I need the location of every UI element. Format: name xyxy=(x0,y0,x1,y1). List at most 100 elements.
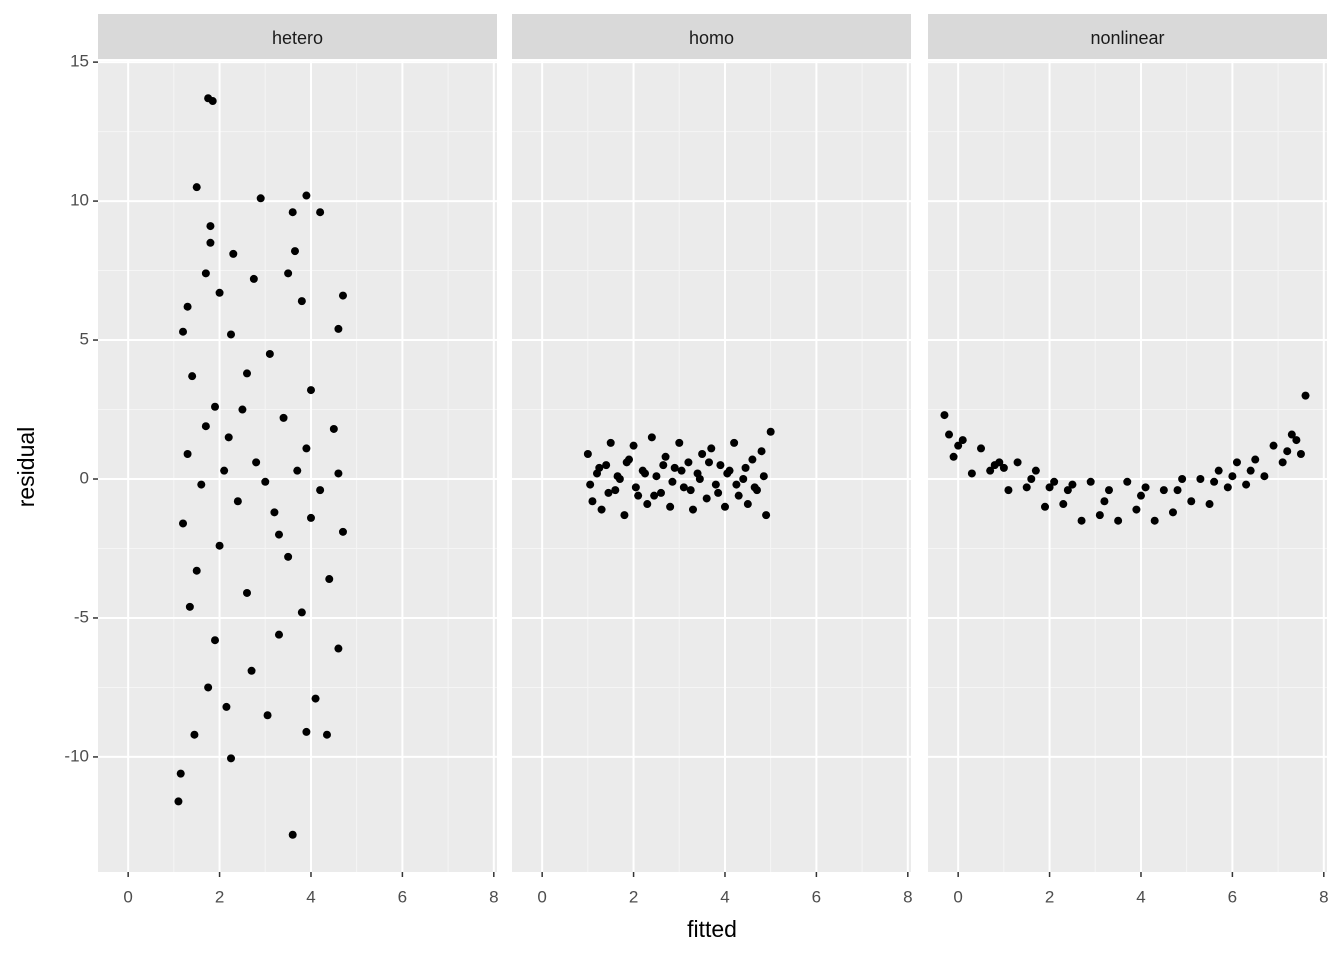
point xyxy=(586,480,595,489)
y-tick-label: 15 xyxy=(70,52,89,71)
point xyxy=(1269,441,1278,450)
point xyxy=(263,711,272,720)
point xyxy=(211,402,220,411)
point xyxy=(1041,502,1050,511)
point xyxy=(759,472,768,481)
point xyxy=(302,444,311,453)
point xyxy=(606,438,615,447)
point xyxy=(224,433,233,442)
x-tick-label: 2 xyxy=(215,887,224,906)
point xyxy=(242,588,251,597)
point xyxy=(1223,483,1232,492)
y-tick-label: 5 xyxy=(80,330,89,349)
point xyxy=(684,458,693,467)
point xyxy=(274,630,283,639)
point xyxy=(290,247,299,256)
x-tick-label: 0 xyxy=(953,887,962,906)
x-tick-label: 0 xyxy=(123,887,132,906)
point xyxy=(954,441,963,450)
point xyxy=(1045,483,1054,492)
point xyxy=(604,488,613,497)
point xyxy=(714,488,723,497)
point xyxy=(302,727,311,736)
point xyxy=(1232,458,1241,467)
point xyxy=(338,291,347,300)
point xyxy=(279,413,288,422)
point xyxy=(215,541,224,550)
point xyxy=(270,508,279,517)
point xyxy=(704,458,713,467)
point xyxy=(183,449,192,458)
x-tick-label: 8 xyxy=(489,887,498,906)
point xyxy=(757,447,766,456)
point xyxy=(188,372,197,381)
point xyxy=(650,491,659,500)
strip-label: hetero xyxy=(272,28,323,48)
point xyxy=(1159,486,1168,495)
point xyxy=(1260,472,1269,481)
point xyxy=(698,449,707,458)
point xyxy=(1114,516,1123,525)
point xyxy=(670,463,679,472)
point xyxy=(1100,497,1109,506)
strip-background xyxy=(98,14,497,59)
point xyxy=(204,683,213,692)
point xyxy=(334,324,343,333)
point xyxy=(1013,458,1022,467)
point xyxy=(1228,472,1237,481)
point xyxy=(643,500,652,509)
point xyxy=(338,527,347,536)
point xyxy=(734,491,743,500)
point xyxy=(675,438,684,447)
point xyxy=(583,449,592,458)
point xyxy=(229,249,238,258)
point xyxy=(1141,483,1150,492)
point xyxy=(227,754,235,763)
point xyxy=(215,288,224,297)
point xyxy=(192,566,201,575)
point xyxy=(179,327,188,336)
point xyxy=(311,694,320,703)
point xyxy=(743,500,752,509)
point xyxy=(1068,480,1077,489)
point xyxy=(1187,497,1196,506)
point xyxy=(597,505,606,514)
point xyxy=(732,480,741,489)
point xyxy=(766,427,775,436)
point xyxy=(967,469,976,478)
y-tick-label: -5 xyxy=(74,607,89,626)
x-tick-label: 8 xyxy=(903,887,912,906)
point xyxy=(720,502,729,511)
point xyxy=(762,511,771,520)
point xyxy=(677,466,686,475)
point xyxy=(620,511,629,520)
strip-background xyxy=(928,14,1327,59)
point xyxy=(611,486,620,495)
point xyxy=(206,222,215,231)
x-tick-label: 2 xyxy=(629,887,638,906)
point xyxy=(613,472,622,481)
point xyxy=(686,486,695,495)
point xyxy=(176,769,185,778)
point xyxy=(1296,449,1305,458)
x-tick-label: 4 xyxy=(1136,887,1145,906)
y-axis-title: residual xyxy=(13,427,39,508)
point xyxy=(334,644,343,653)
point xyxy=(622,458,631,467)
point xyxy=(284,552,293,561)
point xyxy=(1173,486,1182,495)
point xyxy=(1059,500,1068,509)
strip-background xyxy=(512,14,911,59)
point xyxy=(316,486,325,495)
point xyxy=(252,458,261,467)
point xyxy=(261,477,270,486)
y-tick-label: -10 xyxy=(64,746,89,765)
point xyxy=(1283,447,1292,456)
point xyxy=(1150,516,1159,525)
point xyxy=(1063,486,1072,495)
point xyxy=(661,452,670,461)
point xyxy=(949,452,958,461)
x-tick-label: 8 xyxy=(1319,887,1328,906)
x-tick-label: 4 xyxy=(720,887,729,906)
